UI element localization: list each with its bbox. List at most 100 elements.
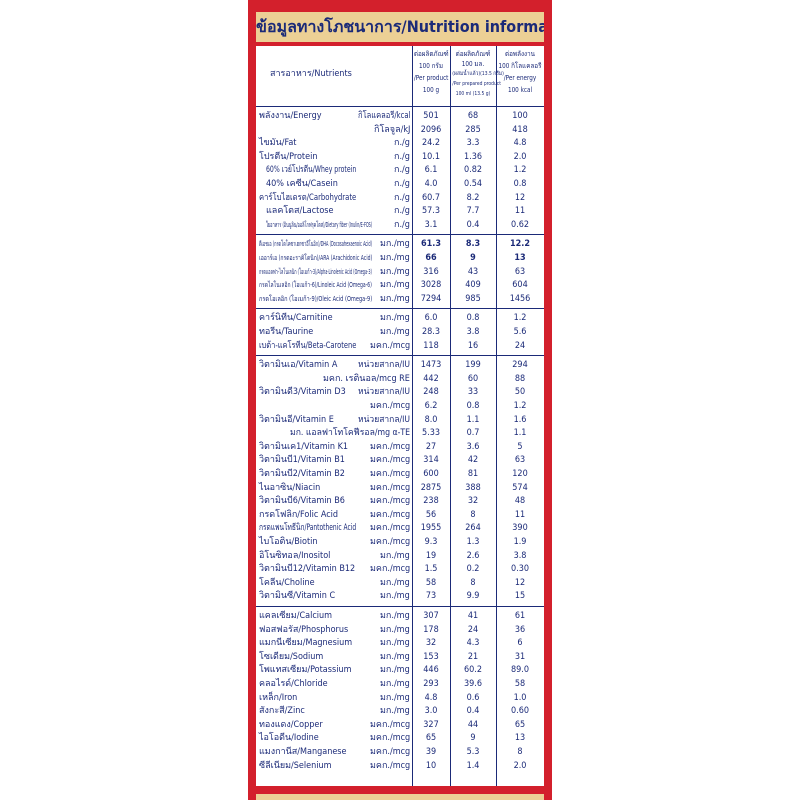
column-header: สารอาหาร/Nutrients <box>270 69 352 79</box>
value: 0.2 <box>466 564 480 575</box>
unit: มก./mg <box>380 293 410 304</box>
nutrient-name: วิตามินซี/Vitamin C <box>259 591 336 602</box>
value: 0.62 <box>510 219 530 230</box>
value: 15 <box>514 591 526 602</box>
value: 10 <box>425 760 437 771</box>
value: 294 <box>512 360 528 371</box>
nutrient-name: วิตามินอี/Vitamin E <box>259 414 334 425</box>
value: 81 <box>467 469 479 479</box>
value: 5 <box>517 441 523 452</box>
unit: ก./g <box>394 138 410 149</box>
value: 3.0 <box>424 706 438 717</box>
nutrient-name: ไขมัน/Fat <box>259 138 297 149</box>
unit: มคก./mcg <box>370 537 411 547</box>
column-header-line: 100 กรัม <box>419 62 443 70</box>
value: 4.3 <box>466 638 480 649</box>
value: 501 <box>423 111 439 121</box>
value: 60 <box>467 373 479 384</box>
value: 100 <box>512 111 528 121</box>
value: 65 <box>514 719 526 730</box>
value: 24 <box>467 624 479 635</box>
column-header-line: ต่อพลังงาน <box>505 50 535 58</box>
nutrient-name: วิตามินบี12/Vitamin B12 <box>259 564 356 575</box>
value: 1.36 <box>463 151 483 162</box>
value: 6 <box>517 638 523 649</box>
value: 985 <box>465 293 481 304</box>
value: 3028 <box>420 280 442 291</box>
column-header-line: /Per product <box>413 74 449 82</box>
value: 57.3 <box>421 206 441 217</box>
value: 600 <box>423 469 439 479</box>
value: 5.6 <box>513 327 527 337</box>
value: 1.2 <box>513 401 527 411</box>
nutrient-name: วิตามินบี2/Vitamin B2 <box>259 469 345 479</box>
value: 16 <box>467 340 479 351</box>
value: 3.8 <box>466 327 480 337</box>
value: 56 <box>425 509 437 520</box>
value: 39 <box>425 747 437 757</box>
unit: มก./mg <box>380 624 410 635</box>
value: 33 <box>467 387 479 398</box>
value: 120 <box>512 469 528 479</box>
unit: มก./mg <box>380 313 410 324</box>
nutrient-name: โคลีน/Choline <box>259 577 315 588</box>
value: 1.4 <box>466 760 480 771</box>
value: 43 <box>467 266 479 277</box>
nutrient-name: วิตามินดี3/Vitamin D3 <box>259 387 346 398</box>
nutrient-name: ไบโอติน/Biotin <box>259 537 318 547</box>
nutrient-name: แลคโตส/Lactose <box>266 206 334 217</box>
value: 61.3 <box>421 239 441 250</box>
nutrient-name: สังกะสี/Zinc <box>259 706 305 717</box>
value: 2.6 <box>466 550 480 561</box>
value: 293 <box>423 679 439 689</box>
nutrient-name: กรดโฟลิก/Folic Acid <box>259 509 339 520</box>
value: 24 <box>514 340 526 351</box>
value: 13 <box>514 253 526 263</box>
nutrient-name: กรดไลโนเลอิก (โอเมก้า-6)/Linoleic Acid (… <box>259 281 372 290</box>
value: 6.0 <box>424 313 438 324</box>
nutrient-name: ซีลีเนียม/Selenium <box>259 760 332 771</box>
unit: มก./mg <box>380 239 410 250</box>
value: 418 <box>512 124 528 135</box>
nutrient-name: ไนอาซิน/Niacin <box>259 482 321 493</box>
unit: มคก./mcg <box>370 401 411 411</box>
value: 88 <box>514 373 526 384</box>
group-line <box>256 606 544 607</box>
column-line <box>450 46 451 786</box>
value: 8 <box>517 747 523 757</box>
value: 8.2 <box>466 192 480 203</box>
unit: มก./mg <box>380 591 410 602</box>
value: 3.3 <box>466 138 480 149</box>
value: 0.60 <box>510 706 530 717</box>
nutrient-name: คลอไรด์/Chloride <box>259 679 328 689</box>
value: 1.5 <box>424 564 438 575</box>
value: 6.1 <box>424 165 438 176</box>
value: 2.0 <box>513 151 527 162</box>
nutrient-name: กรดแอลฟา-ไลโนเลนิก (โอเมก้า-3)/Alpha-Lin… <box>259 267 372 276</box>
value: 3.6 <box>466 441 480 452</box>
value: 9 <box>470 733 476 744</box>
value: 9 <box>470 253 476 263</box>
value: 0.54 <box>463 179 483 189</box>
unit: มก./mg <box>380 611 410 621</box>
unit: มก./mg <box>380 706 410 717</box>
nutrient-name: อิโนซิทอล/Inositol <box>259 550 331 561</box>
unit: หน่วยสากล/IU <box>358 414 410 425</box>
column-header-line: 100 g <box>422 86 440 94</box>
nutrient-name: แมกนีเซียม/Magnesium <box>259 638 353 649</box>
value: 60.2 <box>463 665 483 676</box>
unit: มคก./mcg <box>370 719 411 730</box>
value: 0.4 <box>466 219 480 230</box>
column-line <box>412 46 413 786</box>
value: 118 <box>423 340 439 351</box>
value: 314 <box>423 455 439 466</box>
unit: ก./g <box>394 151 410 162</box>
value: 446 <box>423 665 439 676</box>
value: 32 <box>467 496 479 507</box>
unit: มคก./mcg <box>370 747 411 757</box>
value: 248 <box>423 387 439 398</box>
unit: หน่วยสากล/IU <box>358 360 410 371</box>
unit: ก./g <box>394 179 410 189</box>
row-line <box>256 106 544 107</box>
